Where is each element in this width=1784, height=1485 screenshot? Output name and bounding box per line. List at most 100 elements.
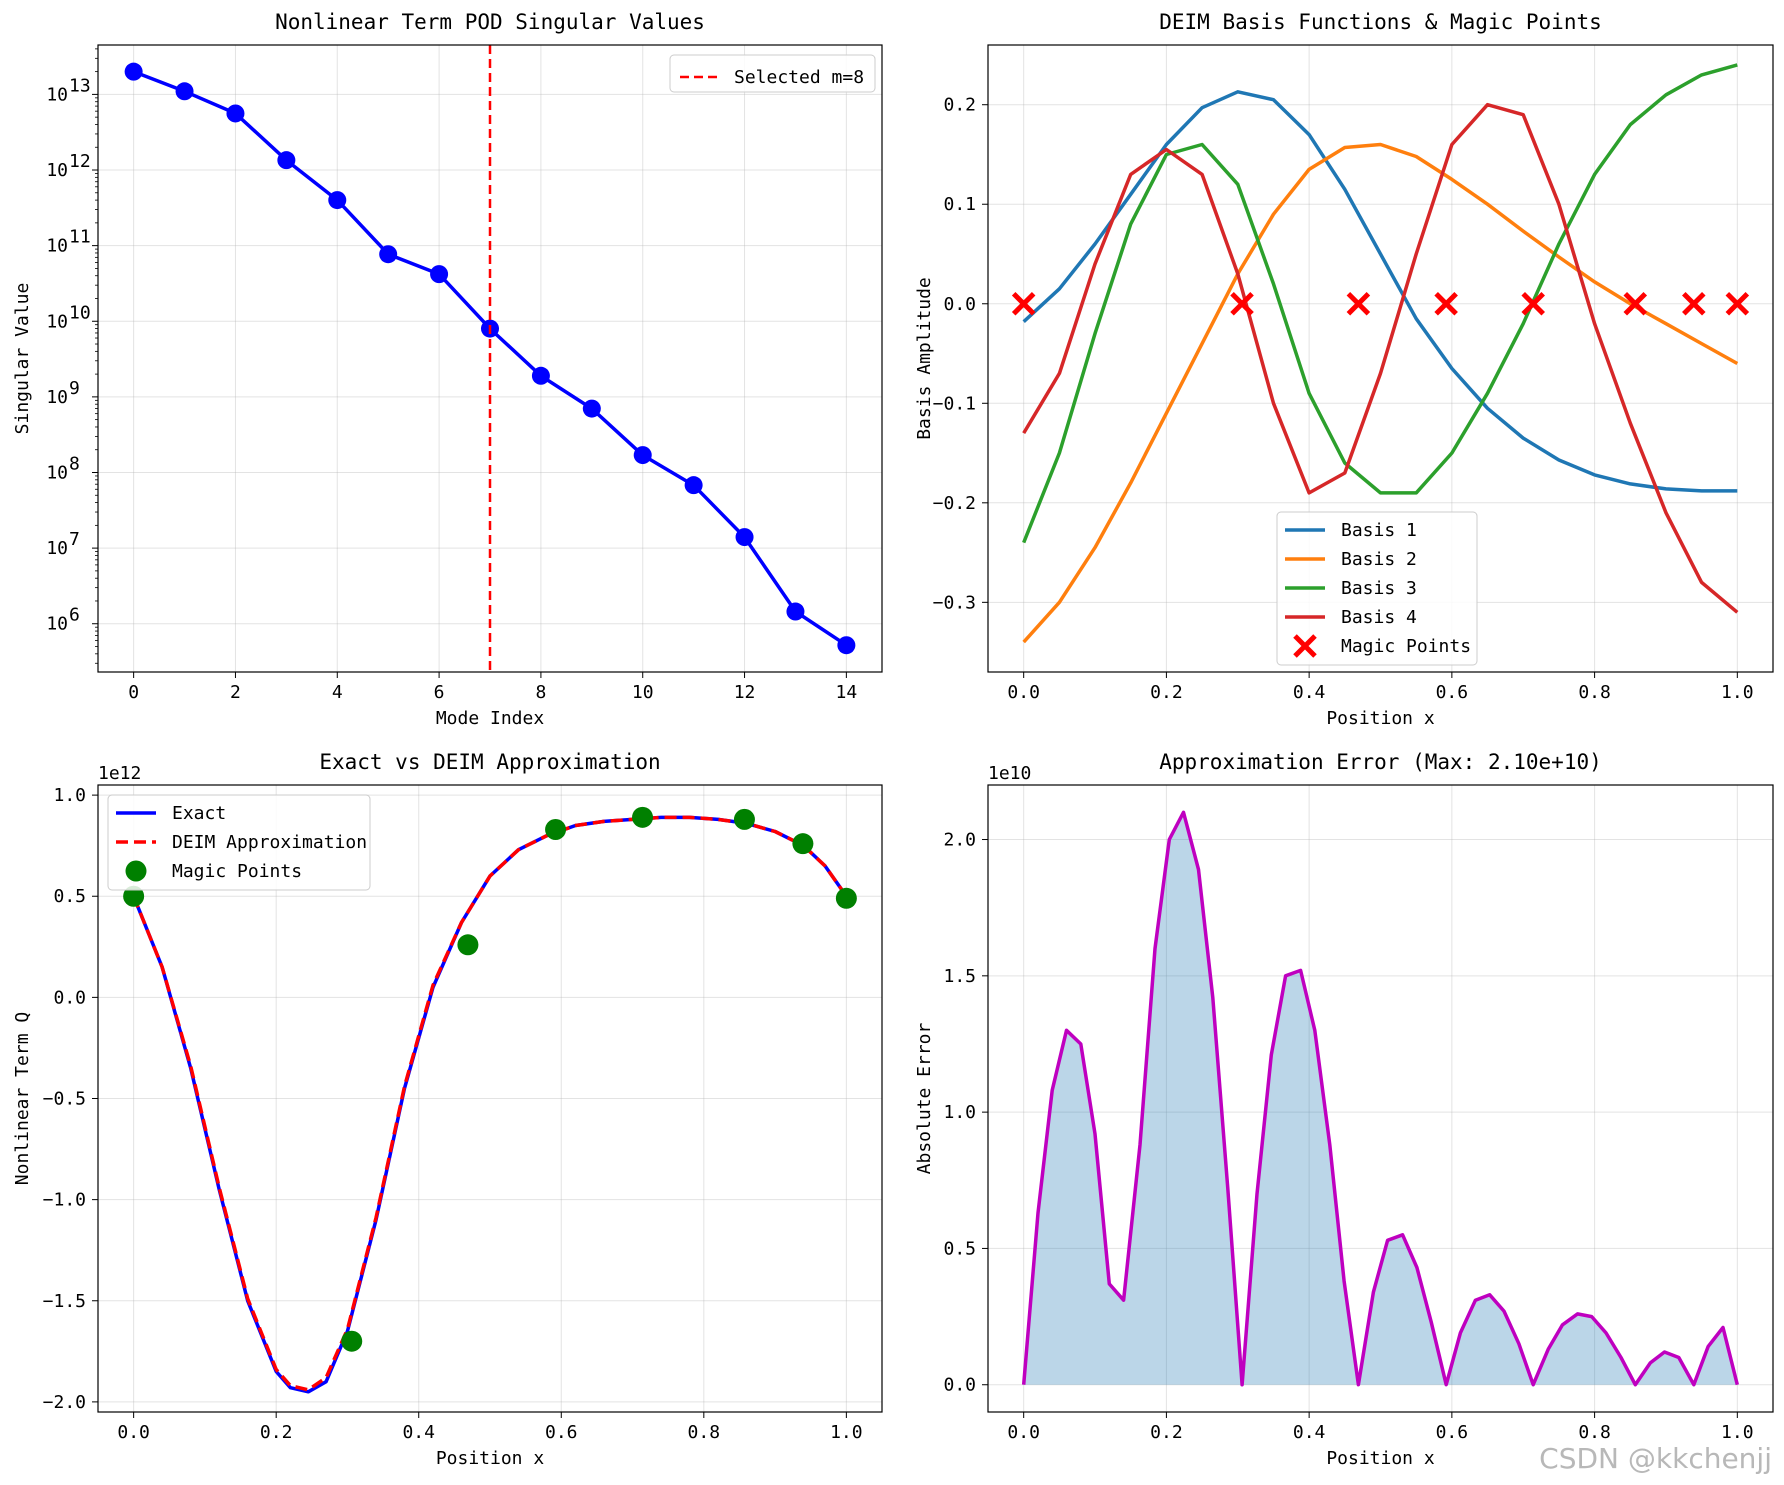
y-tick-label: 0.0 (53, 987, 86, 1008)
y-tick-label: 0.2 (943, 95, 976, 116)
legend: Exact DEIM Approximation Magic Points (107, 794, 371, 891)
y-tick-label: 10 (46, 236, 68, 257)
magic-point-marker (1434, 291, 1458, 316)
magic-point-marker (545, 818, 567, 840)
legend-frame (669, 54, 876, 93)
magic-point-marker (1346, 291, 1371, 316)
magic-point-marker (457, 934, 479, 956)
magic-point-marker (1230, 291, 1254, 316)
x-tick-label: 0.0 (1007, 1422, 1040, 1443)
subplot-approximation-error: 0.0 0.2 0.4 0.6 0.8 1.0 0.0 0.5 1.0 1.5 2.0 Approx… (914, 750, 1774, 1469)
x-tick-label: 0.0 (117, 1422, 150, 1443)
y-tick-label: 10 (46, 614, 68, 635)
axes-frame (97, 44, 883, 673)
legend-label: Magic Points (172, 861, 302, 882)
y-axis-label: Singular Value (12, 283, 33, 435)
y-tick-label: 0.5 (53, 886, 86, 907)
y-axis-label: Nonlinear Term Q (12, 1012, 33, 1185)
error-area-fill (1023, 812, 1738, 1385)
legend-swatch (1293, 634, 1317, 658)
y-tick-label: 1.0 (943, 1102, 976, 1123)
y-axis-label: Basis Amplitude (914, 277, 935, 440)
magic-point-marker (1521, 291, 1545, 316)
data-point (786, 602, 805, 621)
y-tick-exponent: 8 (69, 453, 80, 474)
magic-point-marker (1011, 291, 1036, 316)
chart-title: Nonlinear Term POD Singular Values (275, 10, 705, 34)
y-tick-label: −0.5 (43, 1089, 86, 1110)
data-point (277, 151, 296, 170)
series-basis-4 (1022, 102, 1739, 614)
y-tick-label: 10 (46, 311, 68, 332)
axes-frame (987, 44, 1774, 673)
x-tick-label: 14 (836, 682, 858, 703)
x-tick-label: 0.4 (1293, 1422, 1326, 1443)
y-axis-label: Absolute Error (914, 1022, 935, 1174)
y-tick-exponent: 10 (69, 302, 91, 323)
y-offset-label: 1e12 (98, 763, 141, 784)
legend-label: Basis 1 (1341, 520, 1417, 541)
magic-point-marker (733, 808, 755, 830)
data-point (684, 476, 703, 495)
x-axis-label: Position x (436, 1448, 545, 1469)
x-tick-label: 0.6 (545, 1422, 578, 1443)
x-tick-label: 12 (734, 682, 756, 703)
magic-point-marker (341, 1330, 363, 1352)
series-basis-3 (1022, 63, 1738, 544)
series-exact (131, 815, 848, 1394)
x-axis-label: Position x (1326, 708, 1435, 729)
y-tick-label: 0.0 (943, 294, 976, 315)
data-point (226, 104, 245, 123)
magic-point-marker (835, 887, 857, 909)
subplot-deim-basis: 0.0 0.2 0.4 0.6 0.8 1.0−0.3−0.2−0.10.00.10.2 … (914, 10, 1774, 729)
x-tick-label: 0.8 (688, 1422, 721, 1443)
x-tick-label: 1.0 (1721, 682, 1754, 703)
data-point (124, 62, 143, 81)
watermark: CSDN @kkchenjj (1539, 1442, 1772, 1475)
axes-frame (987, 784, 1774, 1413)
y-tick-label: 10 (46, 160, 68, 181)
x-tick-label: 10 (632, 682, 654, 703)
x-tick-label: 0.6 (1436, 682, 1469, 703)
x-tick-label: 1.0 (830, 1422, 863, 1443)
data-point (175, 82, 194, 101)
x-tick-label: 0.4 (402, 1422, 435, 1443)
data-point (582, 399, 601, 418)
chart-title: DEIM Basis Functions & Magic Points (1159, 10, 1602, 34)
legend-label: Selected m=8 (734, 67, 864, 88)
x-tick-label: 1.0 (1721, 1422, 1754, 1443)
legend: Selected m=8 (669, 54, 876, 93)
magic-point-marker (123, 885, 145, 907)
magic-point-marker (1623, 291, 1648, 316)
legend-label: Exact (172, 803, 226, 824)
x-tick-label: 0.2 (1150, 682, 1183, 703)
legend-frame (1276, 511, 1478, 666)
legend-label: Basis 4 (1341, 607, 1417, 628)
legend-label: DEIM Approximation (172, 832, 367, 853)
y-tick-exponent: 7 (69, 529, 80, 550)
chart-title: Approximation Error (Max: 2.10e+10) (1159, 750, 1602, 774)
y-tick-exponent: 9 (69, 378, 80, 399)
x-tick-label: 8 (535, 682, 546, 703)
y-tick-label: −0.2 (933, 493, 976, 514)
magic-point-marker (792, 833, 814, 855)
y-tick-label: −0.1 (933, 393, 976, 414)
legend-label: Basis 2 (1341, 549, 1417, 570)
series-basis-2 (1022, 142, 1739, 644)
legend-swatch (125, 860, 147, 882)
legend: Basis 1 Basis 2 Basis 3 Basis 4 Magic Points (1276, 511, 1478, 666)
y-tick-exponent: 13 (69, 75, 91, 96)
series-basis-1 (1022, 90, 1738, 493)
y-tick-exponent: 12 (69, 151, 91, 172)
y-tick-label: 0.1 (943, 194, 976, 215)
x-tick-label: 0.2 (260, 1422, 293, 1443)
x-tick-label: 0.8 (1578, 1422, 1611, 1443)
x-axis-label: Position x (1326, 1448, 1435, 1469)
y-offset-label: 1e10 (988, 763, 1031, 784)
y-tick-label: −2.0 (43, 1392, 86, 1413)
error-line (1021, 810, 1739, 1387)
data-point (430, 265, 449, 284)
x-tick-label: 0.0 (1007, 682, 1040, 703)
